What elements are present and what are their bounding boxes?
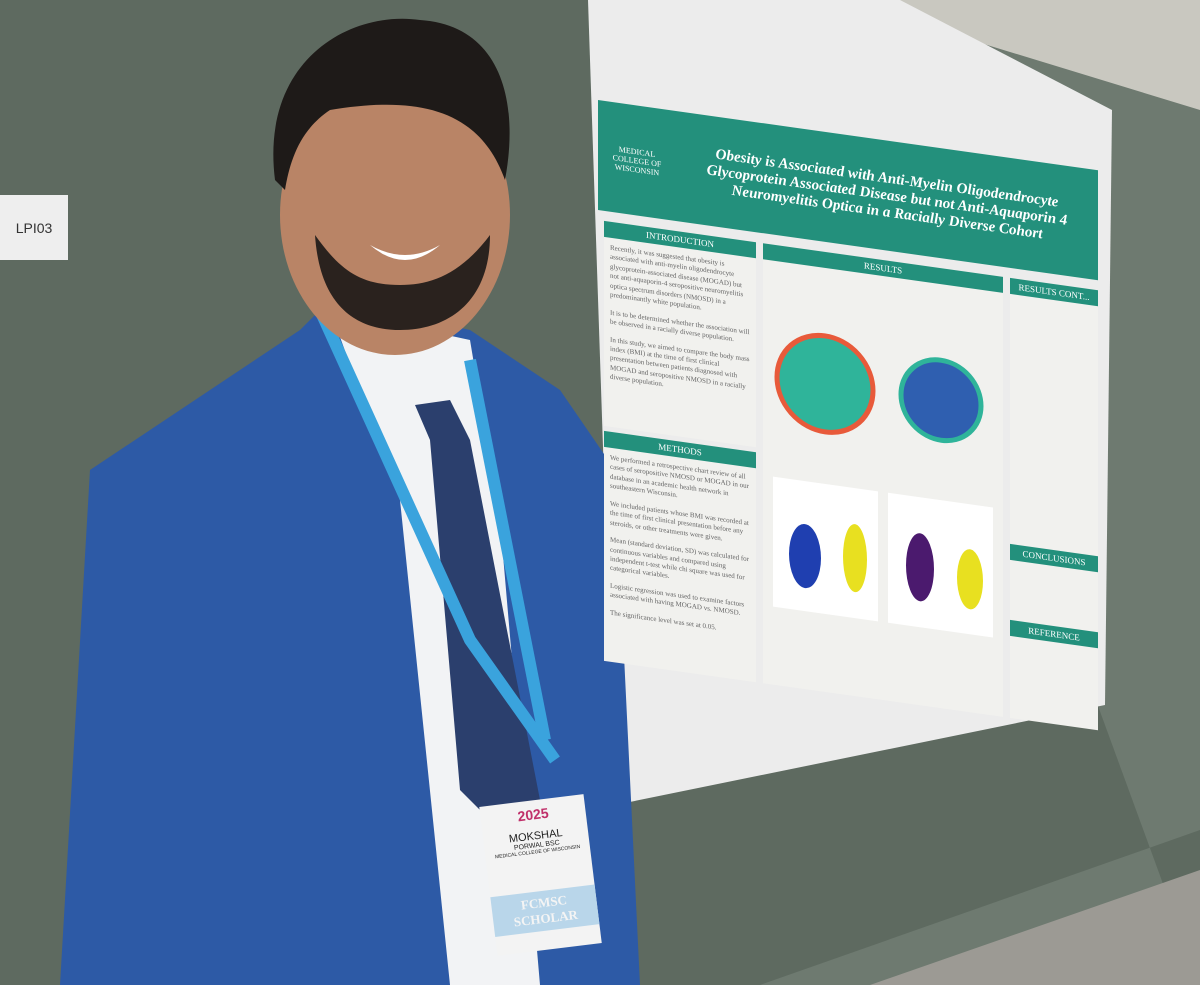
- ribbon: FCMSC SCHOLAR: [490, 884, 600, 937]
- right-panel: RESULTS CONT... CONCLUSIONS REFERENCE: [1010, 277, 1098, 731]
- results-panel: RESULTS: [763, 243, 1003, 717]
- logo: MEDICAL COLLEGE OF WISCONSIN: [612, 144, 662, 178]
- poster: MEDICAL COLLEGE OF WISCONSIN Obesity is …: [598, 100, 1098, 731]
- section-heading: RESULTS CONT...: [1010, 277, 1098, 307]
- lanyard: [464, 358, 551, 742]
- lanyard: [314, 307, 560, 764]
- results-figures: [773, 332, 993, 638]
- paragraph: In this study, we aimed to compare the b…: [610, 335, 750, 391]
- hair: [273, 18, 510, 190]
- violin: [843, 524, 867, 593]
- sign: LPI03: [0, 195, 68, 260]
- section-heading: CONCLUSIONS: [1010, 543, 1098, 573]
- badge: 2025 MOKSHAL PORWAL BSC MEDICAL COLLEGE …: [479, 794, 602, 956]
- tie: [415, 400, 540, 830]
- smile: [370, 245, 440, 260]
- section: INTRODUCTION Recently, it was suggested t…: [604, 220, 756, 448]
- pie: [898, 357, 984, 444]
- badge-year: 2025: [516, 804, 550, 825]
- violin: [906, 533, 934, 602]
- section-heading: REFERENCE: [1010, 619, 1098, 649]
- pie: [774, 332, 876, 435]
- floor: [870, 870, 1200, 985]
- section: METHODS We performed a retrospective char…: [604, 430, 756, 683]
- violin: [789, 524, 821, 589]
- beard: [315, 235, 490, 330]
- paragraph: Recently, it was suggested that obesity …: [610, 243, 744, 312]
- violin: [957, 549, 983, 610]
